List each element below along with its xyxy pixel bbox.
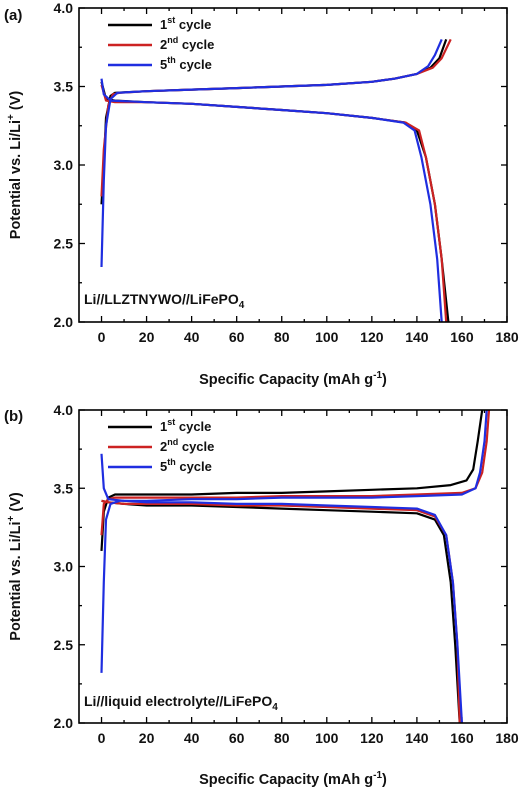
legend-cycle-word: cycle (178, 439, 214, 454)
legend-label-cycle-1: 1st cycle (160, 417, 211, 434)
series-line-cycle-1-discharge (101, 499, 461, 723)
x-axis-title-text: Specific Capacity (mAh g (199, 372, 373, 388)
cell-annotation: Li//LLZTNYWO//LiFePO4 (84, 291, 245, 311)
legend-cycle-word: cycle (175, 17, 211, 32)
x-tick-label: 120 (360, 730, 384, 746)
legend-cycle-number: 1 (160, 419, 167, 434)
legend-cycle-ordinal: th (167, 55, 176, 65)
x-axis-title-sup: -1 (373, 770, 382, 781)
series-line-cycle-1-discharge (100, 81, 450, 322)
x-tick-label: 20 (139, 329, 155, 345)
legend-cycle-ordinal: st (167, 417, 175, 427)
cell-annotation: Li//liquid electrolyte//LiFePO4 (84, 693, 278, 713)
y-tick-label: 2.0 (54, 715, 74, 731)
y-tick-label: 3.5 (54, 480, 74, 496)
x-tick-label: 180 (495, 329, 519, 345)
y-axis-title-suffix: (V) (8, 91, 24, 115)
y-axis-title-sup: + (6, 515, 17, 521)
x-tick-label: 0 (98, 329, 106, 345)
y-tick-label: 3.0 (54, 157, 74, 173)
y-axis-title: Potential vs. Li/Li+ (V) (6, 91, 24, 240)
legend-label-cycle-2: 2nd cycle (160, 35, 214, 52)
x-axis-title-suffix: ) (382, 772, 387, 788)
x-tick-label: 80 (274, 329, 290, 345)
x-tick-label: 100 (315, 730, 339, 746)
y-tick-label: 3.5 (54, 79, 74, 95)
legend-cycle-number: 2 (160, 37, 167, 52)
series-line-cycle-2-discharge (101, 499, 461, 723)
x-tick-label: 80 (274, 730, 290, 746)
x-tick-label: 40 (184, 329, 200, 345)
x-tick-label: 120 (360, 329, 384, 345)
y-tick-label: 4.0 (54, 0, 74, 16)
x-tick-label: 160 (450, 329, 474, 345)
y-tick-label: 2.5 (54, 236, 74, 252)
legend-cycle-ordinal: th (167, 457, 176, 467)
series-line-cycle-2-charge (100, 38, 452, 197)
cell-annotation-text: Li//LLZTNYWO//LiFePO (84, 291, 239, 307)
legend-label-cycle-5: 5th cycle (160, 55, 212, 72)
legend-cycle-word: cycle (176, 459, 212, 474)
plot-frame (78, 409, 508, 724)
chart-panel-a: (a) 0 20 40 60 80 100 120 140 160 180 2.0 2.5 3.0 3.5 4… (4, 0, 519, 388)
x-axis-title: Specific Capacity (mAh g-1) (199, 370, 387, 388)
x-tick-label: 60 (229, 730, 245, 746)
legend-cycle-ordinal: nd (167, 35, 178, 45)
y-axis-title: Potential vs. Li/Li+ (V) (6, 492, 24, 641)
legend-cycle-ordinal: st (167, 15, 175, 25)
legend-cycle-ordinal: nd (167, 437, 178, 447)
cell-annotation-subscript: 4 (239, 300, 245, 311)
panel-label: (b) (4, 408, 23, 425)
x-tick-label: 140 (405, 329, 429, 345)
legend-cycle-word: cycle (175, 419, 211, 434)
x-axis-title: Specific Capacity (mAh g-1) (199, 770, 387, 788)
y-axis-title-sup: + (6, 114, 17, 120)
chart-panel-b: (b) 0 20 40 60 80 100 120 140 160 180 2.0 2.5 3.0 3.5 4… (4, 402, 519, 788)
x-tick-label: 60 (229, 329, 245, 345)
series-line-cycle-5-discharge (100, 453, 463, 723)
x-tick-label: 140 (405, 730, 429, 746)
x-tick-label: 0 (98, 730, 106, 746)
series-line-cycle-5-discharge (100, 78, 443, 322)
cell-annotation-text: Li//liquid electrolyte//LiFePO (84, 693, 272, 709)
y-axis-title-text: Potential vs. Li/Li (8, 120, 24, 239)
legend-cycle-number: 1 (160, 17, 167, 32)
y-tick-label: 4.0 (54, 402, 74, 418)
legend-label-cycle-5: 5th cycle (160, 457, 212, 474)
panel-label: (a) (4, 7, 22, 24)
legend-label-cycle-2: 2nd cycle (160, 437, 214, 454)
x-tick-label: 180 (495, 730, 519, 746)
series-line-cycle-5-charge (100, 38, 443, 268)
series-line-cycle-1-charge (100, 410, 484, 551)
x-axis-title-sup: -1 (373, 370, 382, 381)
x-axis-title-text: Specific Capacity (mAh g (199, 772, 373, 788)
x-tick-label: 100 (315, 329, 339, 345)
x-tick-label: 20 (139, 730, 155, 746)
y-tick-label: 2.5 (54, 637, 74, 653)
y-axis-title-suffix: (V) (8, 492, 24, 516)
y-axis-title-text: Potential vs. Li/Li (8, 521, 24, 640)
series-line-cycle-5-charge (100, 410, 488, 673)
plot-frame (78, 7, 508, 323)
legend-cycle-number: 5 (160, 57, 167, 72)
legend-label-cycle-1: 1st cycle (160, 15, 211, 32)
x-axis-title-suffix: ) (382, 372, 387, 388)
y-tick-label: 2.0 (54, 314, 74, 330)
legend-cycle-number: 5 (160, 459, 167, 474)
x-tick-label: 40 (184, 730, 200, 746)
legend-cycle-word: cycle (176, 57, 212, 72)
y-tick-label: 3.0 (54, 559, 74, 575)
legend-cycle-word: cycle (178, 37, 214, 52)
x-tick-label: 160 (450, 730, 474, 746)
legend-cycle-number: 2 (160, 439, 167, 454)
cell-annotation-subscript: 4 (272, 702, 278, 713)
